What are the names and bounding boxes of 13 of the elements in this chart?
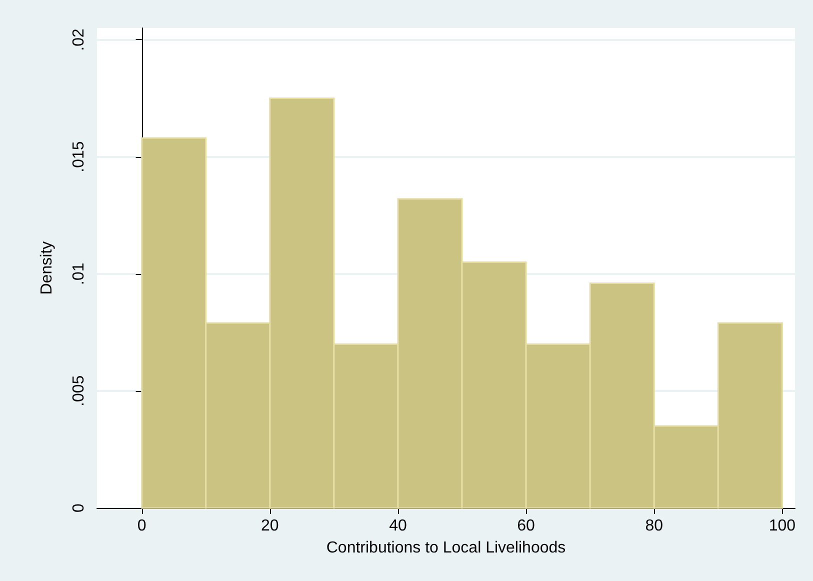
x-tick-label: 20 [261,518,279,534]
y-tick-label: .01 [70,262,88,285]
x-tick-label: 0 [137,518,146,534]
x-tick-label: 60 [517,518,536,534]
x-tick-label: 100 [768,518,796,534]
y-tick-label: .005 [70,375,88,406]
x-axis-title: Contributions to Local Livelihoods [326,540,566,556]
x-tick-label: 40 [389,518,407,534]
x-tick-label: 80 [645,518,664,534]
y-tick-label: .015 [70,141,88,172]
y-tick-label: 0 [70,503,88,512]
y-axis-title: Density [38,241,56,295]
y-tick-label: .02 [70,28,88,51]
